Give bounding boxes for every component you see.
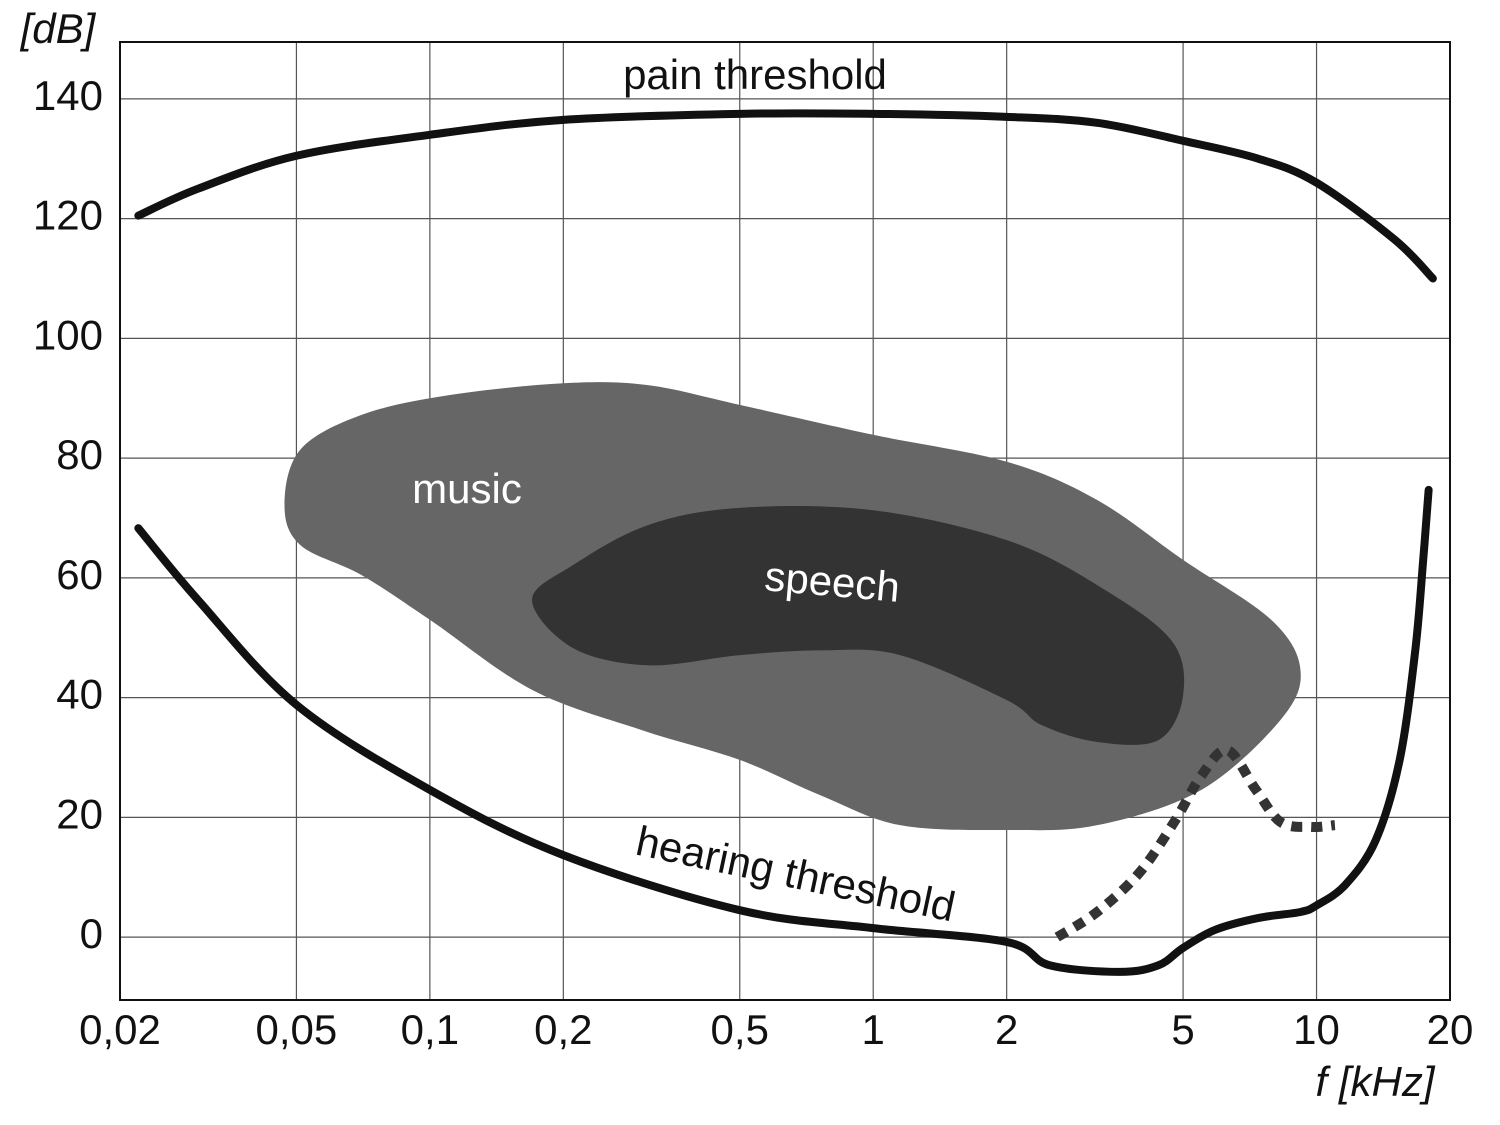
series-label: hearing threshold	[632, 817, 959, 930]
y-tick-label: 100	[33, 311, 103, 358]
series-label: pain threshold	[623, 51, 887, 98]
y-tick-label: 120	[33, 192, 103, 239]
x-tick-label: 0,5	[711, 1006, 769, 1053]
y-tick-label: 80	[56, 431, 103, 478]
lines	[134, 109, 1437, 976]
dotted-line	[1054, 745, 1336, 942]
x-tick-label: 0,2	[534, 1006, 592, 1053]
x-tick-label: 2	[995, 1006, 1018, 1053]
x-tick-label: 10	[1293, 1006, 1340, 1053]
x-tick-label: 0,02	[79, 1006, 161, 1053]
region-area	[532, 506, 1185, 745]
threshold-line	[134, 109, 1437, 283]
x-tick-label: 5	[1171, 1006, 1194, 1053]
y-tick-label: 0	[80, 910, 103, 957]
x-tick-label: 0,05	[256, 1006, 338, 1053]
y-tick-label: 40	[56, 671, 103, 718]
y-tick-label: 140	[33, 72, 103, 119]
threshold-line	[134, 485, 1433, 976]
y-tick-label: 60	[56, 551, 103, 598]
x-tick-label: 1	[862, 1006, 885, 1053]
plot-frame	[119, 41, 1451, 1001]
y-tick-label: 20	[56, 790, 103, 837]
x-tick-label: 20	[1427, 1006, 1474, 1053]
region-label: music	[412, 465, 522, 512]
x-tick-label: 0,1	[401, 1006, 459, 1053]
regions	[284, 382, 1301, 831]
x-axis-label: f [kHz]	[1315, 1058, 1435, 1105]
y-axis-label: [dB]	[20, 5, 97, 52]
